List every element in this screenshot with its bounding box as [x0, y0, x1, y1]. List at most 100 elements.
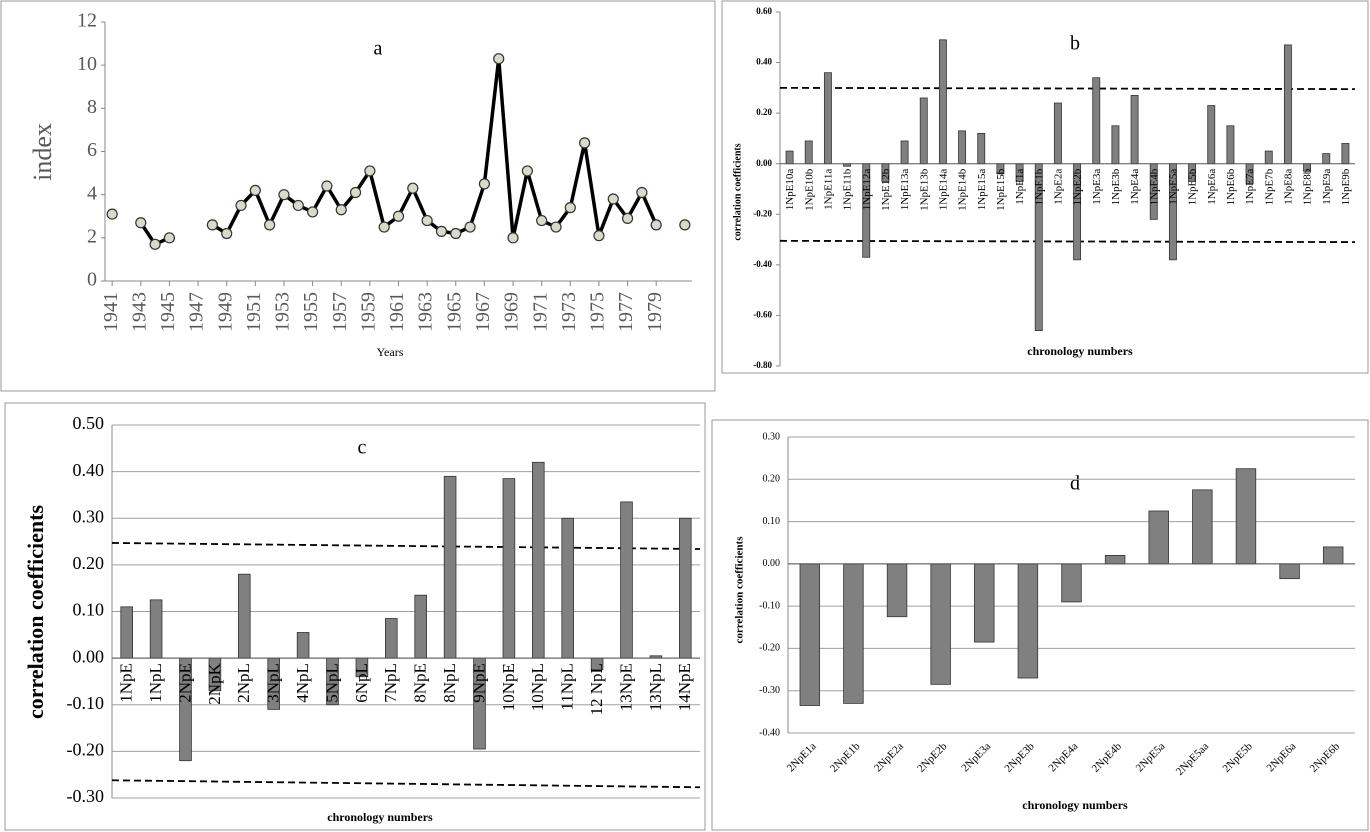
- panel-border: [0, 0, 716, 392]
- data-point: [378, 221, 390, 233]
- y-tick-label: 2: [87, 225, 97, 247]
- data-point: [349, 186, 362, 199]
- x-tick-label: 12 NpL: [587, 663, 606, 715]
- reference-line: [111, 542, 701, 550]
- x-tick-label: 2NpE3b: [1002, 740, 1037, 775]
- y-tick-label: 0.30: [73, 506, 105, 526]
- bar: [1104, 555, 1126, 565]
- data-point: [292, 199, 304, 212]
- data-point: [392, 210, 405, 222]
- data-point: [278, 189, 290, 201]
- y-tick-label: 0.00: [756, 158, 772, 168]
- bar: [502, 478, 516, 659]
- y-tick-label: -0.30: [67, 786, 105, 806]
- x-tick-label: 1NpE8b: [1302, 168, 1314, 205]
- data-point: [435, 225, 448, 237]
- x-tick-label: 10NpL: [528, 663, 547, 711]
- x-tick-label: 2NpE5b: [1220, 740, 1255, 775]
- y-axis-label: correlation coefficients: [732, 143, 743, 240]
- y-tick-label: -0.30: [759, 685, 780, 696]
- y-tick-label: 6: [87, 139, 97, 161]
- bar: [1092, 77, 1101, 165]
- data-line: [141, 59, 685, 245]
- x-tick-label: 1947: [186, 292, 208, 332]
- bar: [886, 563, 908, 618]
- x-tick-label: 1971: [529, 292, 551, 332]
- bar: [974, 563, 995, 643]
- y-tick-label: 0.00: [73, 646, 105, 666]
- y-tick-label: 0.00: [763, 558, 781, 569]
- x-tick-label: 1945: [157, 292, 179, 332]
- x-tick-label: 2NpE3a: [959, 740, 993, 774]
- x-tick-label: 1NpE13b: [918, 168, 930, 211]
- x-axis-label: chronology numbers: [327, 810, 433, 824]
- y-tick-label: -0.40: [753, 259, 772, 269]
- x-tick-label: 1NpE: [117, 663, 136, 703]
- x-tick-label: 1963: [415, 292, 437, 332]
- bar: [620, 501, 633, 659]
- x-tick-label: 1965: [443, 292, 465, 332]
- bar: [1322, 546, 1344, 565]
- bar: [843, 563, 864, 704]
- x-tick-label: 2NpE6a: [1265, 740, 1299, 774]
- bar: [958, 130, 967, 165]
- y-tick-label: -0.60: [753, 309, 772, 319]
- y-tick-label: 0.30: [763, 431, 781, 442]
- y-tick-label: 0.20: [73, 553, 105, 573]
- y-tick-label: 0: [87, 269, 97, 291]
- data-point: [450, 227, 462, 240]
- bar: [799, 563, 821, 706]
- y-tick-label: 8: [87, 96, 97, 118]
- x-tick-label: 1949: [214, 292, 236, 332]
- y-axis-label: correlation coefficients: [734, 536, 746, 644]
- bar: [532, 461, 545, 659]
- data-point: [550, 221, 562, 233]
- x-tick-label: 1NpE5a: [1167, 169, 1179, 205]
- bar: [1017, 563, 1039, 679]
- data-point: [149, 238, 161, 250]
- bar: [930, 563, 951, 685]
- x-tick-label: 1941: [100, 292, 122, 332]
- y-tick-label: -0.80: [753, 360, 772, 370]
- data-point: [593, 230, 605, 242]
- y-tick-label: 0.40: [756, 57, 772, 67]
- x-tick-label: 4NpL: [293, 663, 312, 703]
- x-tick-label: 8NpL: [440, 663, 459, 703]
- bar: [296, 632, 310, 659]
- chart-title: a: [374, 38, 383, 60]
- data-point: [221, 227, 233, 240]
- x-tick-label: 2NpE5aa: [1174, 740, 1212, 778]
- x-tick-label: 1NpE15a: [976, 169, 988, 211]
- data-point: [163, 232, 176, 244]
- x-tick-label: 1967: [472, 292, 494, 332]
- y-tick-label: 4: [87, 182, 97, 204]
- y-tick-label: 0.20: [763, 474, 781, 485]
- bar: [804, 140, 813, 165]
- reference-line: [111, 779, 701, 789]
- x-tick-label: 5NpL: [322, 663, 341, 703]
- x-tick-label: 1NpE10a: [784, 169, 796, 211]
- x-tick-label: 1961: [386, 292, 408, 332]
- x-tick-label: 6NpL: [352, 663, 371, 703]
- data-point: [607, 193, 619, 205]
- data-point: [106, 208, 118, 220]
- y-tick-label: 0.50: [73, 413, 105, 433]
- x-tick-label: 1955: [300, 292, 322, 332]
- x-tick-label: 1943: [128, 292, 150, 332]
- x-tick-label: 1NpE3b: [1110, 168, 1122, 205]
- x-tick-label: 2NpK: [205, 662, 224, 704]
- data-point: [493, 53, 505, 65]
- bar: [1235, 468, 1257, 565]
- x-tick-label: 1NpE10b: [803, 168, 815, 211]
- chart-title: c: [358, 437, 367, 459]
- x-tick-label: 1977: [615, 292, 637, 332]
- y-tick-label: 0.10: [73, 600, 105, 620]
- bar: [1130, 95, 1139, 165]
- x-axis-label: chronology numbers: [1022, 798, 1128, 812]
- bar: [1192, 489, 1213, 565]
- y-tick-label: -0.10: [759, 600, 780, 611]
- x-tick-label: 1NpE1b: [1033, 168, 1045, 205]
- x-tick-label: 1959: [357, 292, 379, 332]
- bar: [1148, 510, 1169, 565]
- x-tick-label: 1NpE6b: [1225, 168, 1237, 205]
